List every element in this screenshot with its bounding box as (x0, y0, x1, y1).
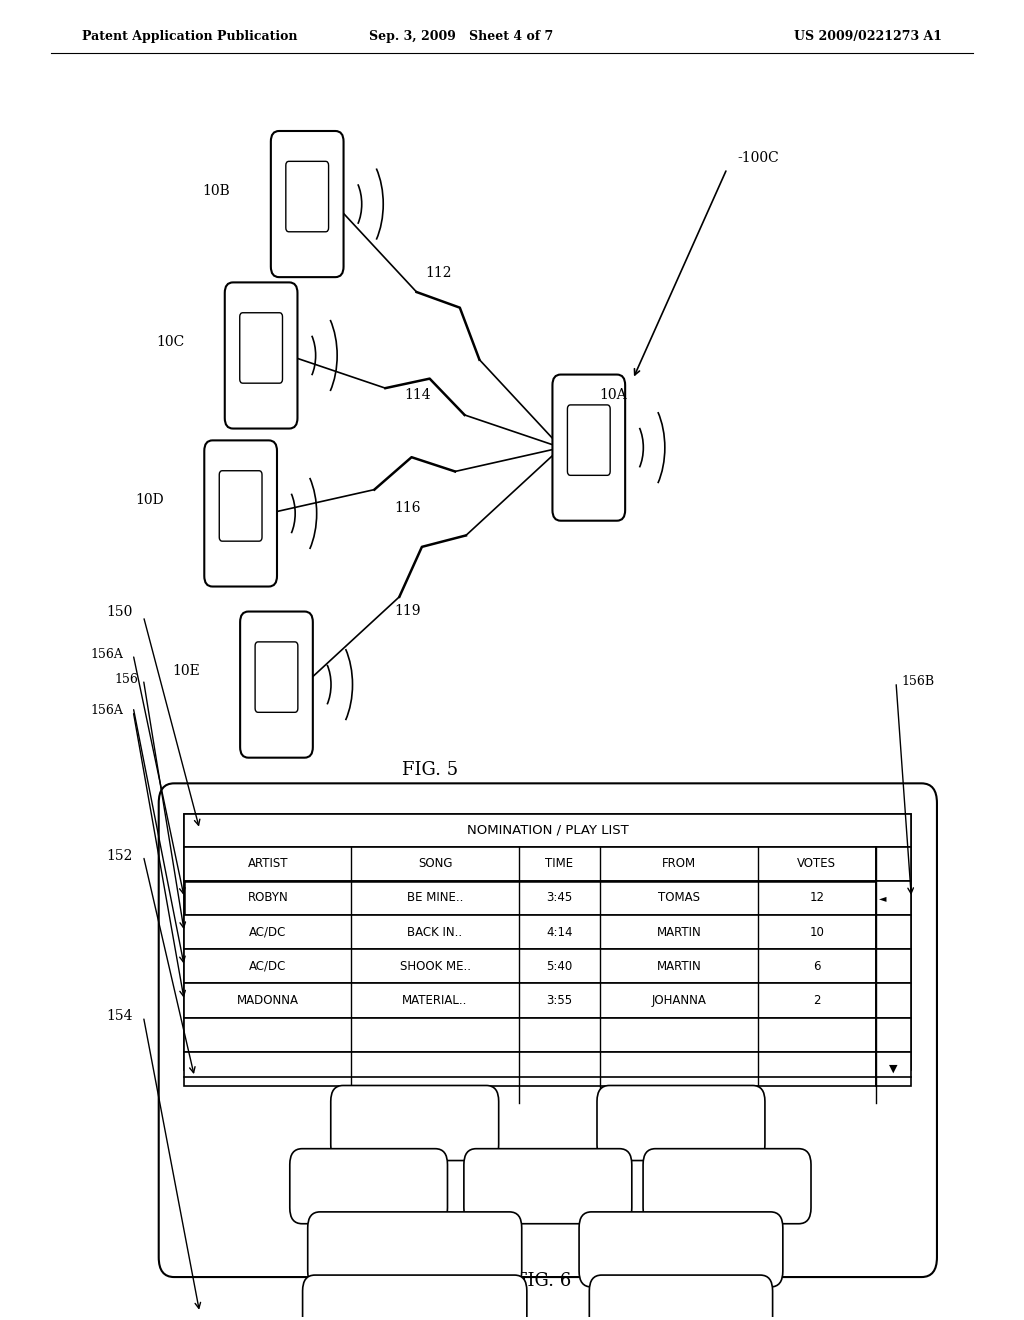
Text: TOMAS: TOMAS (658, 891, 700, 904)
Text: 154: 154 (106, 1010, 133, 1023)
Text: 6: 6 (813, 960, 820, 973)
FancyBboxPatch shape (225, 282, 297, 429)
Text: 119: 119 (394, 603, 421, 618)
Text: MARTIN: MARTIN (656, 960, 701, 973)
Text: 114: 114 (404, 388, 431, 403)
Text: 10: 10 (809, 925, 824, 939)
FancyBboxPatch shape (331, 1085, 499, 1160)
FancyBboxPatch shape (567, 405, 610, 475)
Text: MOVE: MOVE (350, 1180, 387, 1193)
Text: 5:40: 5:40 (546, 960, 572, 973)
Text: 12: 12 (809, 891, 824, 904)
FancyBboxPatch shape (303, 1275, 526, 1320)
Text: 3:45: 3:45 (546, 891, 572, 904)
FancyBboxPatch shape (643, 1148, 811, 1224)
Bar (184, 1052, 876, 1086)
FancyBboxPatch shape (580, 1212, 782, 1287)
Text: DELETE: DELETE (524, 1180, 571, 1193)
Text: BE MINE..: BE MINE.. (407, 891, 463, 904)
Text: 10B: 10B (203, 183, 230, 198)
Text: 116: 116 (394, 502, 421, 515)
Bar (184, 949, 876, 983)
Text: 156A: 156A (90, 705, 123, 718)
FancyBboxPatch shape (219, 471, 262, 541)
Text: AC/DC: AC/DC (249, 960, 287, 973)
Bar (184, 915, 876, 949)
Bar (184, 1018, 876, 1052)
Text: Patent Application Publication: Patent Application Publication (82, 30, 297, 44)
FancyBboxPatch shape (240, 313, 283, 383)
Text: ELECTION: ELECTION (650, 1305, 712, 1319)
Text: 152: 152 (106, 849, 133, 863)
Text: 156: 156 (115, 673, 138, 686)
Text: 3:55: 3:55 (546, 994, 572, 1007)
Text: Sep. 3, 2009   Sheet 4 of 7: Sep. 3, 2009 Sheet 4 of 7 (369, 30, 553, 44)
Text: MATERIAL..: MATERIAL.. (402, 994, 468, 1007)
Text: 10C: 10C (156, 335, 184, 350)
Text: SHOOK ME..: SHOOK ME.. (399, 960, 471, 973)
FancyBboxPatch shape (290, 1148, 447, 1224)
Text: 156B: 156B (901, 676, 934, 689)
Text: MARTIN: MARTIN (656, 925, 701, 939)
Bar (184, 846, 876, 880)
Text: -100C: -100C (737, 150, 779, 165)
Bar (184, 813, 911, 846)
Text: FROM: FROM (662, 857, 696, 870)
FancyBboxPatch shape (204, 441, 276, 586)
Text: FIG. 6: FIG. 6 (515, 1272, 570, 1290)
FancyBboxPatch shape (159, 783, 937, 1276)
Bar (876, 1018, 911, 1052)
Text: 10D: 10D (135, 494, 164, 507)
FancyBboxPatch shape (240, 611, 313, 758)
FancyBboxPatch shape (286, 161, 329, 232)
Text: 4:14: 4:14 (546, 925, 572, 939)
Text: ARTIST: ARTIST (248, 857, 288, 870)
Text: RANDOM MIX: RANDOM MIX (373, 1243, 457, 1255)
Text: FIG. 5: FIG. 5 (402, 762, 458, 779)
Bar (876, 880, 911, 915)
Bar (876, 1052, 911, 1086)
Text: 150: 150 (106, 605, 133, 619)
FancyBboxPatch shape (590, 1275, 772, 1320)
Text: DETAILS: DETAILS (701, 1180, 753, 1193)
FancyBboxPatch shape (307, 1212, 521, 1287)
Bar (876, 949, 911, 983)
Text: MAIN MENU: MAIN MENU (644, 1243, 718, 1255)
Text: ▲: ▲ (889, 858, 898, 869)
Text: PLAY: PLAY (399, 1117, 430, 1130)
Text: BACK IN..: BACK IN.. (408, 925, 463, 939)
Text: NOMINATIONS: NOMINATIONS (370, 1305, 460, 1319)
Bar (184, 983, 876, 1018)
Text: ROBYN: ROBYN (248, 891, 289, 904)
Text: STOP: STOP (665, 1117, 697, 1130)
Text: AC/DC: AC/DC (249, 925, 287, 939)
Text: ◄: ◄ (879, 892, 887, 903)
Text: NOMINATION / PLAY LIST: NOMINATION / PLAY LIST (467, 824, 629, 837)
Text: 2: 2 (813, 994, 820, 1007)
Bar (876, 983, 911, 1018)
Text: JOHANNA: JOHANNA (651, 994, 707, 1007)
Text: VOTES: VOTES (798, 857, 837, 870)
Text: MADONNA: MADONNA (237, 994, 299, 1007)
FancyBboxPatch shape (553, 375, 625, 520)
Text: 10E: 10E (172, 664, 200, 678)
FancyBboxPatch shape (270, 131, 343, 277)
Text: SONG: SONG (418, 857, 453, 870)
Bar (876, 915, 911, 949)
Text: TIME: TIME (545, 857, 573, 870)
Text: US 2009/0221273 A1: US 2009/0221273 A1 (794, 30, 942, 44)
FancyBboxPatch shape (255, 642, 298, 713)
Text: 112: 112 (425, 265, 452, 280)
Text: 10A: 10A (599, 388, 627, 403)
FancyBboxPatch shape (464, 1148, 632, 1224)
Bar (184, 880, 876, 915)
FancyBboxPatch shape (597, 1085, 765, 1160)
Text: ▼: ▼ (889, 1064, 898, 1074)
Bar (184, 813, 911, 1071)
Bar (876, 846, 911, 880)
Text: 156A: 156A (90, 648, 123, 661)
